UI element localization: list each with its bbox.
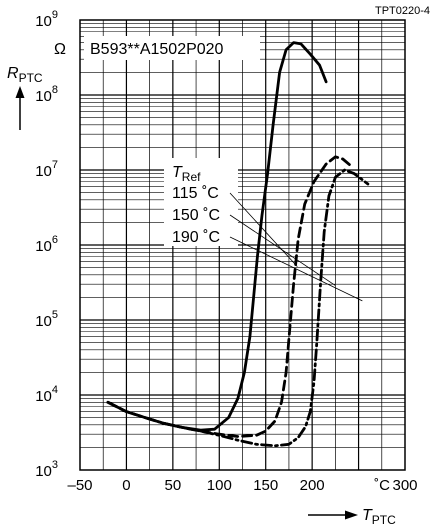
grid-lines — [80, 20, 405, 470]
figure-code: TPT0220-4 — [375, 5, 430, 17]
series-line-dashdot — [106, 168, 370, 448]
y-axis-label-sub: PTC — [19, 71, 43, 85]
x-tick-label: 150 — [253, 477, 278, 494]
y-tick-label: 106 — [35, 234, 58, 255]
legend-leader-line — [229, 192, 298, 267]
y-axis-label: RPTC — [7, 65, 43, 85]
x-tick-label: 300 — [392, 477, 417, 494]
y-tick-label: 109 — [35, 9, 58, 30]
legend-entry: 150 ˚C — [172, 207, 220, 224]
x-unit: ˚C — [374, 477, 390, 494]
y-tick-label: 104 — [35, 384, 58, 405]
x-axis-label-main: T — [362, 507, 373, 524]
x-tick-label: –50 — [67, 477, 92, 494]
tick-labels: –50 0 50 100 150 200 300 103 104 105 106 107 108 109 — [35, 9, 417, 494]
plot-frame — [79, 19, 406, 471]
y-tick-label: 103 — [35, 459, 58, 480]
x-tick-label: 0 — [122, 477, 130, 494]
x-tick-label: 200 — [300, 477, 325, 494]
legend-entry: 115 ˚C — [172, 185, 219, 202]
x-axis-label: TPTC — [362, 507, 396, 527]
y-tick-label: 108 — [35, 84, 58, 105]
y-axis-label-main: R — [7, 65, 19, 82]
legend-leader-line — [229, 236, 363, 302]
y-unit: Ω — [54, 41, 66, 58]
x-tick-label: 100 — [207, 477, 232, 494]
series-layer — [106, 41, 370, 448]
part-label-box — [84, 36, 260, 60]
legend-leader-line — [229, 214, 336, 286]
legend-entry: 190 ˚C — [172, 229, 220, 246]
x-axis-label-sub: PTC — [372, 513, 396, 527]
y-tick-label: 105 — [35, 309, 58, 330]
y-axis-arrow — [15, 86, 25, 130]
y-tick-label: 107 — [35, 159, 58, 180]
x-tick-label: 50 — [165, 477, 182, 494]
x-axis-arrow — [308, 510, 358, 520]
legend-background — [164, 158, 238, 246]
legend-title: TRef — [172, 164, 201, 184]
part-label: B593**A1502P020 — [90, 41, 224, 58]
